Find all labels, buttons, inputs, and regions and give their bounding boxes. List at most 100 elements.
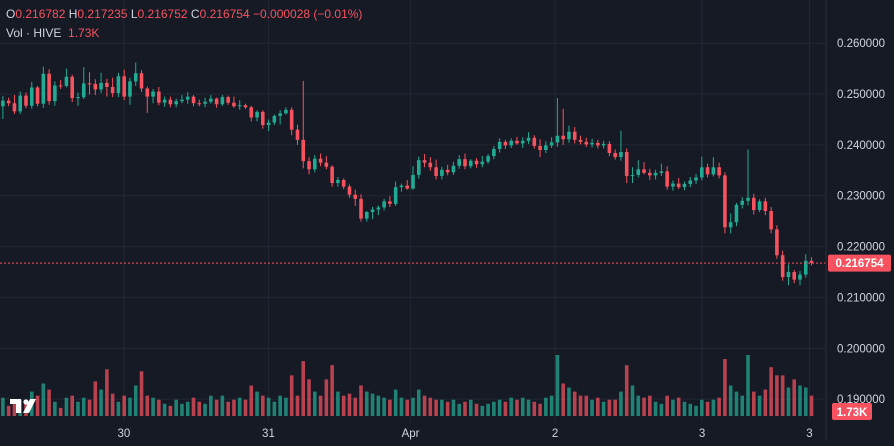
candle-body [393,187,398,204]
volume-bar [214,399,219,416]
candle-body [185,96,190,100]
volume-bar [607,399,612,416]
volume-bar [359,385,363,416]
volume-bar [313,391,317,416]
volume-bar [526,399,531,416]
time-axis[interactable]: 30 31 Apr 2 3 3 [118,428,813,440]
volume-bar [642,397,646,416]
candle-body [139,73,144,89]
volume-bar [226,401,230,416]
time-tick-label: 3 [806,428,812,440]
volume-bar [278,395,282,416]
volume-bar [301,361,306,416]
price-tick-label: 0.200000 [837,343,885,355]
volume-bar [630,385,635,416]
candle-body [740,200,745,205]
candle-body [388,201,392,204]
candle-body [347,186,352,195]
candle-body [122,76,126,97]
volume-bar [717,397,721,416]
volume-bar [289,375,294,416]
candle-body [336,179,340,184]
candle-body [549,142,554,146]
candle-body [630,174,635,176]
candle-body [376,207,381,210]
candle-body [786,272,791,278]
candle-body [422,160,427,163]
volume-bar [740,395,745,416]
candle-body [284,109,288,114]
volume-bar [382,397,386,416]
volume-legend: Vol · HIVE 1.73K [6,26,99,40]
candle-body [792,272,797,280]
volume-bar [157,399,161,416]
volume-bar [428,397,433,416]
volume-badge: 1.73K [832,403,872,420]
volume-bar [209,395,213,416]
volume-bar [35,395,40,416]
volume-bar [110,393,115,416]
volume-bar [734,391,739,416]
price-tick-label: 0.240000 [837,140,885,152]
volume-bar [572,391,577,416]
svg-text:1.73K: 1.73K [837,407,868,419]
volume-bar [145,395,150,416]
volume-bar [399,397,404,416]
volume-bar [318,395,323,416]
candle-body [162,99,167,103]
candle-body [445,169,450,173]
candle-body [503,141,508,146]
candle-body [572,131,577,140]
candle-body [47,73,51,102]
candle-body [474,160,479,165]
volume-bar [405,399,410,416]
time-tick-label: Apr [402,428,420,440]
candle-body [174,101,178,105]
close-value: 0.216754 [199,7,250,21]
volume-bar [388,399,392,416]
candle-body [480,161,485,165]
candle-body [520,140,525,144]
candle-body [105,82,109,87]
candle-body [255,111,259,118]
volume-bar [474,403,479,416]
candle-body [243,105,248,108]
candle-body [318,158,323,163]
volume-bar [307,379,311,416]
close-label: C [190,7,200,21]
volume-bars [1,355,814,416]
candle-body [301,139,306,162]
candle-body [370,209,375,213]
candle-body [769,211,773,230]
volume-bar [688,403,693,416]
volume-bar [416,389,421,416]
candle-body [624,152,629,176]
tradingview-logo-icon[interactable] [8,396,42,416]
volume-bar [237,397,242,416]
candle-body [636,169,641,175]
volume-bar [99,389,103,416]
candle-body [561,135,565,140]
volume-bar [76,401,80,416]
time-tick-label: 3 [699,428,705,440]
candle-body [359,198,363,219]
volume-bar [232,399,236,416]
candle-body [278,113,282,116]
price-axis[interactable]: 0.260000 0.250000 0.240000 0.230000 0.220000… [837,38,885,406]
candle-body [249,107,254,118]
candle-body [18,95,23,112]
candle-body [330,166,334,184]
candle-body [700,167,704,178]
candle-body [411,174,415,189]
candle-body [665,171,669,187]
candle-body [145,88,150,97]
price-tick-label: 0.260000 [837,38,885,50]
volume-bar [174,399,178,416]
candle-body [76,97,80,99]
volume-bar [798,385,802,416]
volume-value: 1.73K [68,26,100,40]
candle-body [12,103,17,112]
